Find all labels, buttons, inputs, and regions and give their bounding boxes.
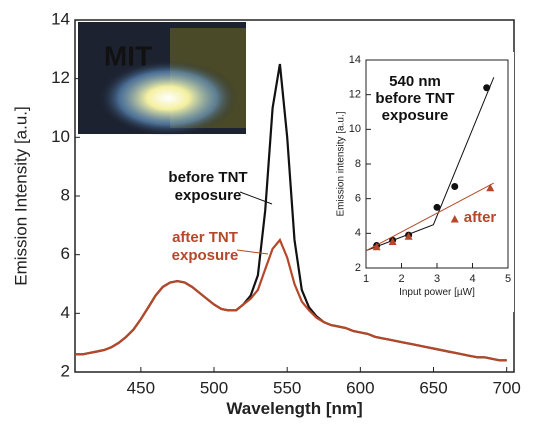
x-tick-label: 700 [492, 378, 520, 397]
series-label: after TNT [172, 229, 238, 246]
y-tick-label: 8 [61, 185, 70, 204]
x-tick-label: 450 [127, 378, 155, 397]
series-label: before TNT [168, 169, 247, 186]
x-tick-label: 500 [200, 378, 228, 397]
y-tick-label: 2 [61, 361, 70, 380]
y-tick-label: 10 [51, 127, 70, 146]
x-tick-label: 2 [398, 273, 404, 285]
x-tick-label: 550 [273, 378, 301, 397]
y-tick-label: 12 [51, 68, 70, 87]
y-tick-label: 4 [355, 227, 361, 239]
y-tick-label: 4 [61, 303, 70, 322]
fit-line [365, 77, 495, 252]
data-point [372, 242, 381, 251]
inset-title: exposure [382, 107, 449, 124]
inset-title: 540 nm [389, 73, 441, 90]
data-point [388, 237, 397, 245]
data-point [486, 183, 495, 192]
x-tick-label: 4 [469, 273, 475, 285]
photo-glow [98, 60, 238, 136]
x-tick-label: 1 [363, 273, 369, 285]
inset-title: before TNT [375, 90, 454, 107]
x-tick-label: 5 [505, 273, 511, 285]
data-point [433, 203, 441, 211]
data-point [451, 183, 459, 191]
plot-frame [365, 59, 509, 269]
y-tick-label: 2 [355, 262, 361, 274]
x-axis-label: Wavelength [nm] [226, 399, 362, 418]
y-tick-label: 8 [355, 158, 361, 170]
x-axis-label: Input power [µW] [399, 287, 475, 298]
series-label: after [464, 209, 497, 226]
x-tick-label: 600 [346, 378, 374, 397]
fit-line [365, 182, 495, 252]
data-point [450, 214, 459, 223]
data-point [404, 232, 413, 240]
data-point [483, 84, 491, 92]
series-label: exposure [172, 247, 239, 264]
label-pointer [236, 249, 269, 255]
y-axis-label: Emission Intensity [a.u.] [11, 106, 30, 286]
inset-photo: MIT [78, 22, 246, 136]
y-tick-label: 6 [61, 244, 70, 263]
x-tick-label: 650 [419, 378, 447, 397]
y-tick-label: 10 [349, 123, 361, 135]
series-label: exposure [175, 187, 242, 204]
photo-text: MIT [104, 40, 152, 71]
y-tick-label: 14 [349, 54, 361, 66]
x-tick-label: 3 [434, 273, 440, 285]
y-tick-label: 12 [349, 89, 361, 101]
y-axis-label: Emission intensity [a.u.] [336, 111, 347, 216]
label-pointer [239, 191, 273, 205]
y-tick-label: 6 [355, 193, 361, 205]
line-series [75, 237, 507, 362]
y-tick-label: 14 [51, 9, 70, 28]
